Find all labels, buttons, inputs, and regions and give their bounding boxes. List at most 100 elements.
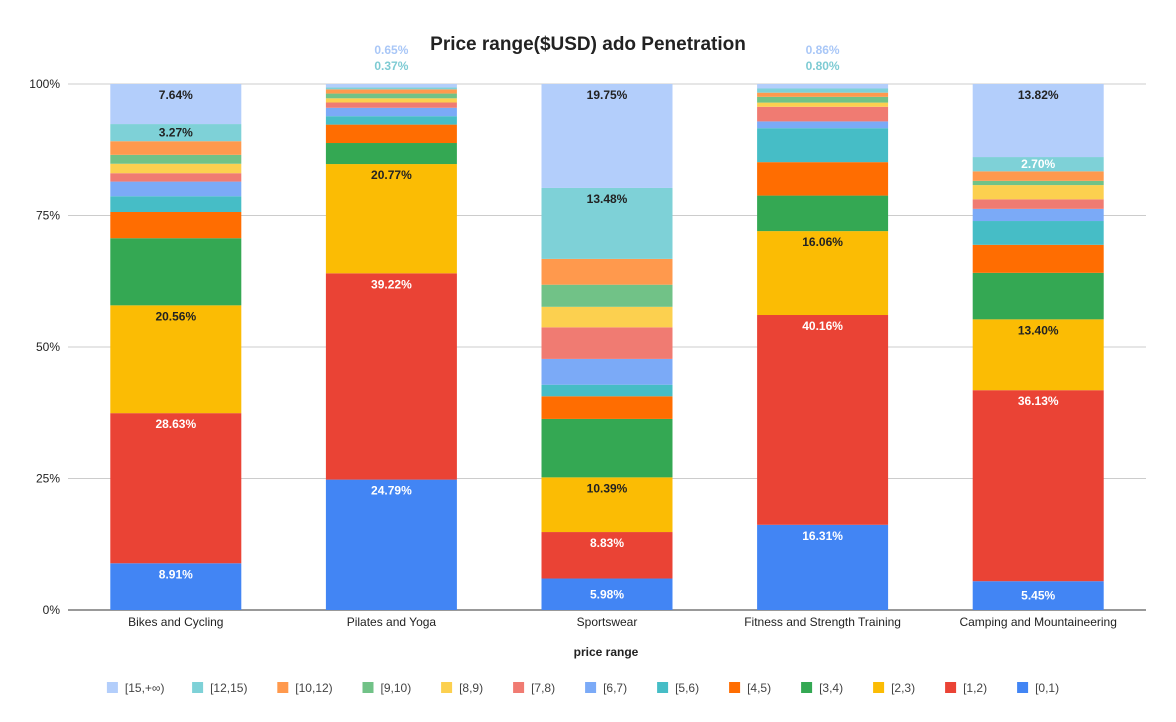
- legend[interactable]: [15,+∞) [12,15) [10,12) [9,10) [8,9) [7,8) [6,…: [106, 681, 1059, 695]
- bar-segment[interactable]: [110, 305, 242, 414]
- legend-item[interactable]: [2,3): [873, 681, 915, 695]
- bar-segment[interactable]: [110, 563, 242, 610]
- y-tick-label: 50%: [36, 340, 60, 354]
- bar-segment[interactable]: [325, 164, 457, 274]
- bar-segment[interactable]: [541, 306, 673, 328]
- data-label: 36.13%: [1018, 394, 1059, 408]
- bar-segment[interactable]: [325, 107, 457, 117]
- legend-label: [1,2): [963, 681, 987, 695]
- legend-item[interactable]: [8,9): [441, 681, 483, 695]
- bar-segment[interactable]: [325, 116, 457, 125]
- bar-segment[interactable]: [110, 238, 242, 306]
- bar-segment[interactable]: [110, 211, 242, 239]
- data-label: 40.16%: [802, 319, 843, 333]
- bar-segment[interactable]: [110, 141, 242, 155]
- bar-segment[interactable]: [325, 89, 457, 94]
- legend-label: [8,9): [459, 681, 483, 695]
- data-label: 7.64%: [159, 88, 193, 102]
- bar-segment[interactable]: [541, 284, 673, 307]
- legend-swatch: [945, 682, 957, 693]
- bar-segment[interactable]: [757, 84, 889, 89]
- bar-segment[interactable]: [110, 124, 242, 142]
- bar-segment[interactable]: [972, 157, 1104, 172]
- bar-segment[interactable]: [757, 88, 889, 93]
- legend-item[interactable]: [9,10): [362, 681, 412, 695]
- legend-item[interactable]: [3,4): [801, 681, 843, 695]
- legend-item[interactable]: [5,6): [657, 681, 699, 695]
- bar-segment[interactable]: [757, 96, 889, 103]
- legend-item[interactable]: [4,5): [729, 681, 771, 695]
- bar-segment[interactable]: [110, 84, 242, 125]
- data-label: 10.39%: [587, 481, 628, 495]
- bar-segment[interactable]: [325, 87, 457, 90]
- legend-item[interactable]: [12,15): [192, 681, 247, 695]
- bar-segment[interactable]: [972, 199, 1104, 209]
- bar-segment[interactable]: [757, 102, 889, 107]
- bar-segment[interactable]: [325, 93, 457, 99]
- bar-segment[interactable]: [757, 121, 889, 129]
- bar-segment[interactable]: [541, 578, 673, 610]
- bar-segment[interactable]: [110, 413, 242, 564]
- bar-segment[interactable]: [757, 315, 889, 525]
- bar-segment[interactable]: [757, 231, 889, 316]
- bar-segment[interactable]: [972, 272, 1104, 320]
- bar-segment[interactable]: [972, 244, 1104, 273]
- bar-segment[interactable]: [972, 319, 1104, 391]
- data-label: 16.31%: [802, 529, 843, 543]
- bar-segment[interactable]: [110, 163, 242, 174]
- bar-segment[interactable]: [325, 479, 457, 610]
- bar-segment[interactable]: [541, 258, 673, 285]
- bar-segment[interactable]: [110, 181, 242, 197]
- y-tick-label: 75%: [36, 209, 60, 223]
- y-tick-label: 25%: [36, 472, 60, 486]
- data-label: 2.70%: [1021, 157, 1055, 171]
- bar-segment[interactable]: [972, 180, 1104, 186]
- bar-segment[interactable]: [541, 187, 673, 259]
- legend-item[interactable]: [1,2): [945, 681, 987, 695]
- bar-segment[interactable]: [541, 84, 673, 188]
- bar-segment[interactable]: [757, 524, 889, 610]
- bar-segment[interactable]: [757, 106, 889, 122]
- bar-segment[interactable]: [757, 195, 889, 232]
- bar-segment[interactable]: [541, 327, 673, 359]
- legend-swatch: [362, 682, 374, 693]
- bar-segment[interactable]: [541, 384, 673, 397]
- data-label: 19.75%: [587, 88, 628, 102]
- legend-item[interactable]: [6,7): [585, 681, 627, 695]
- data-label: 13.48%: [587, 192, 628, 206]
- bar-segment[interactable]: [541, 358, 673, 385]
- bar-segment[interactable]: [110, 196, 242, 212]
- bar-segment[interactable]: [757, 162, 889, 196]
- legend-item[interactable]: [10,12): [277, 681, 333, 695]
- bar-segment[interactable]: [972, 185, 1104, 200]
- bar-segment[interactable]: [972, 84, 1104, 158]
- bar-segment[interactable]: [972, 581, 1104, 610]
- data-label: 20.77%: [371, 168, 412, 182]
- data-label: 13.82%: [1018, 88, 1059, 102]
- legend-item[interactable]: [7,8): [513, 681, 555, 695]
- legend-item[interactable]: [15,+∞): [106, 681, 165, 695]
- bar-segment[interactable]: [541, 396, 673, 419]
- bar-segment[interactable]: [972, 171, 1104, 181]
- legend-label: [3,4): [819, 681, 843, 695]
- bar-segment[interactable]: [325, 102, 457, 108]
- bar-segment[interactable]: [110, 154, 242, 164]
- bar-segment[interactable]: [325, 98, 457, 103]
- bar-segment[interactable]: [110, 173, 242, 182]
- bar-segment[interactable]: [972, 390, 1104, 582]
- bar-segment[interactable]: [325, 143, 457, 165]
- bar-segment[interactable]: [972, 208, 1104, 222]
- bar-segment[interactable]: [541, 418, 673, 478]
- legend-swatch: [277, 682, 289, 693]
- bar-segment[interactable]: [325, 84, 457, 88]
- bar-segment[interactable]: [541, 477, 673, 533]
- bar-segment[interactable]: [757, 128, 889, 163]
- bar-segment[interactable]: [325, 124, 457, 144]
- legend-swatch: [106, 682, 118, 693]
- legend-label: [10,12): [295, 681, 332, 695]
- bar-segment[interactable]: [757, 92, 889, 97]
- bar-segment[interactable]: [972, 221, 1104, 245]
- bar-segment[interactable]: [325, 273, 457, 480]
- legend-item[interactable]: [0,1): [1017, 681, 1059, 695]
- bar-segment[interactable]: [541, 532, 673, 579]
